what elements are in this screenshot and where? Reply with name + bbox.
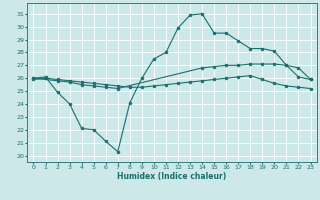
X-axis label: Humidex (Indice chaleur): Humidex (Indice chaleur) xyxy=(117,172,227,181)
